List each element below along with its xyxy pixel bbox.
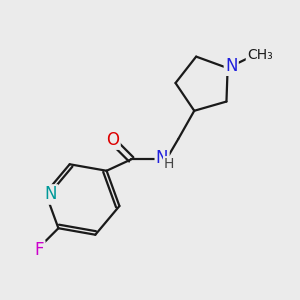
Text: H: H	[164, 157, 175, 171]
Text: N: N	[156, 149, 168, 167]
Text: N: N	[225, 57, 238, 75]
Text: F: F	[35, 241, 44, 259]
Text: N: N	[45, 185, 57, 203]
Text: CH₃: CH₃	[247, 48, 273, 62]
Text: O: O	[106, 130, 119, 148]
